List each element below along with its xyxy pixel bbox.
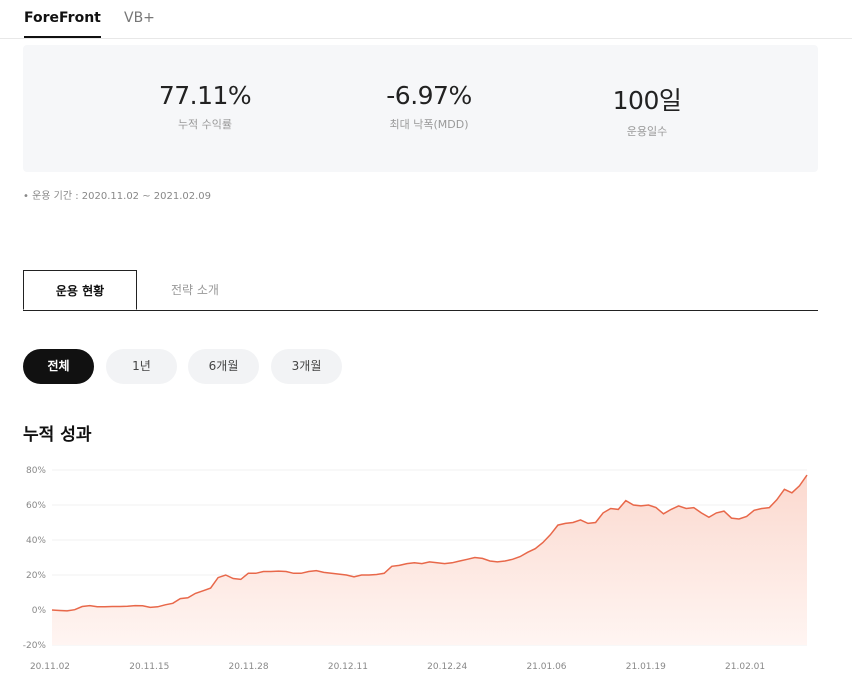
- y-tick-label: 80%: [26, 466, 46, 476]
- series-area: [52, 475, 807, 645]
- stat-value: 100일: [612, 86, 682, 115]
- tab-forefront[interactable]: ForeFront: [24, 0, 101, 38]
- filter-all-button[interactable]: 전체: [23, 349, 94, 384]
- y-tick-label: -20%: [23, 641, 47, 651]
- stat-cumulative-return: 77.11% 누적 수익률: [105, 81, 305, 132]
- tab-vb-plus[interactable]: VB+: [124, 10, 155, 26]
- top-tab-bar: ForeFront VB+: [0, 0, 852, 39]
- x-tick-label: 21.01.19: [626, 662, 666, 672]
- filter-1y-button[interactable]: 1년: [106, 349, 177, 384]
- x-tick-label: 20.12.24: [427, 662, 467, 672]
- filter-3m-button[interactable]: 3개월: [271, 349, 342, 384]
- x-tick-label: 20.11.28: [229, 662, 269, 672]
- stats-summary-box: 77.11% 누적 수익률 -6.97% 최대 낙폭(MDD) 100일 운용일…: [23, 45, 818, 172]
- cumulative-performance-chart: 80% 60% 40% 20% 0% -20% 20.11.02 20.11.15 20.11…: [23, 466, 808, 672]
- tab-strategy-intro[interactable]: 전략 소개: [171, 283, 219, 297]
- y-tick-label: 40%: [26, 536, 46, 546]
- stat-label: 운용일수: [626, 125, 668, 138]
- stat-value: 77.11%: [158, 81, 252, 110]
- x-tick-label: 21.01.06: [526, 662, 566, 672]
- stat-operating-days: 100일 운용일수: [547, 81, 747, 139]
- y-tick-label: 0%: [32, 606, 47, 616]
- section-title-cumulative-performance: 누적 성과: [23, 425, 92, 445]
- series-line: [51, 474, 808, 612]
- x-tick-label: 20.11.15: [129, 662, 169, 672]
- stat-label: 최대 낙폭(MDD): [389, 118, 469, 131]
- stat-label: 누적 수익률: [177, 118, 233, 131]
- y-tick-label: 20%: [26, 571, 46, 581]
- content-tab-bar: 운용 현황 전략 소개: [23, 270, 818, 311]
- filter-6m-button[interactable]: 6개월: [188, 349, 259, 384]
- tab-operation-status[interactable]: 운용 현황: [23, 270, 137, 310]
- x-tick-label: 21.02.01: [725, 662, 765, 672]
- stat-max-drawdown: -6.97% 최대 낙폭(MDD): [329, 81, 529, 132]
- stat-value: -6.97%: [386, 81, 472, 110]
- operating-period-note: • 운용 기간 : 2020.11.02 ~ 2021.02.09: [23, 191, 212, 202]
- x-tick-label: 20.11.02: [30, 662, 70, 672]
- x-tick-label: 20.12.11: [328, 662, 368, 672]
- y-tick-label: 60%: [26, 501, 46, 511]
